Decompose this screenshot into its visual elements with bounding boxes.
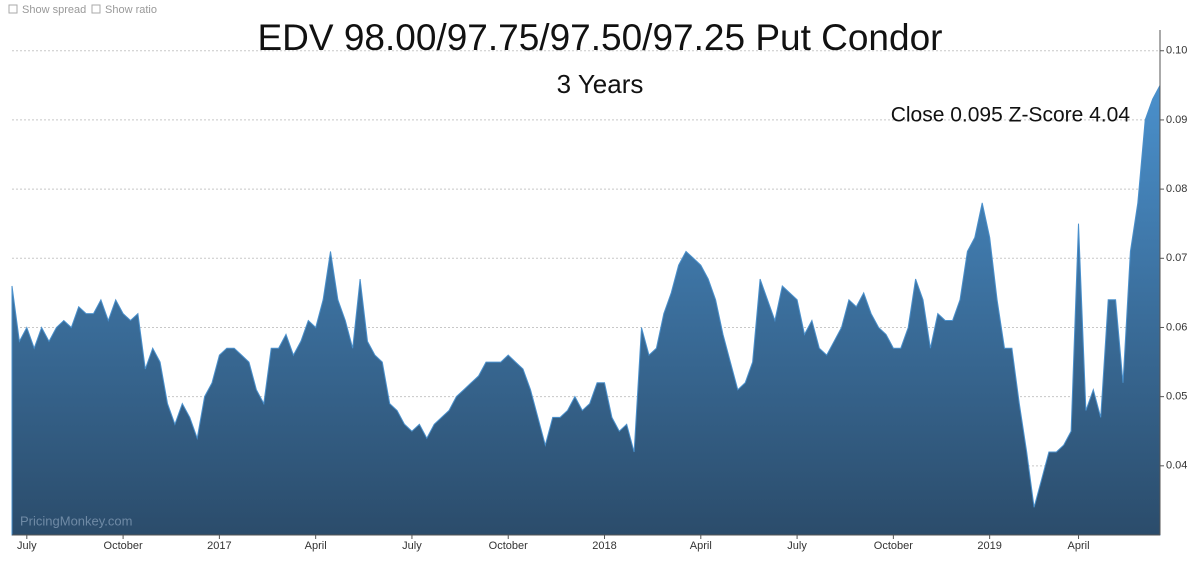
x-tick-label: July [787, 540, 807, 552]
x-tick-label: 2018 [592, 540, 616, 552]
area [11, 85, 1161, 536]
control-label[interactable]: Show ratio [105, 4, 157, 16]
y-tick-label: 0.05 [1166, 391, 1187, 403]
x-tick-label: July [17, 540, 37, 552]
chart-subtitle: 3 Years [557, 69, 644, 99]
x-tick-label: April [305, 540, 327, 552]
checkbox[interactable] [91, 4, 101, 14]
x-tick-label: October [489, 540, 528, 552]
x-tick-label: 2017 [207, 540, 231, 552]
x-tick-label: April [1068, 540, 1090, 552]
y-tick-label: 0.10 [1166, 45, 1187, 57]
x-tick-label: 2019 [977, 540, 1001, 552]
chart-title: EDV 98.00/97.75/97.50/97.25 Put Condor [257, 17, 942, 58]
x-tick-label: October [104, 540, 143, 552]
control-label[interactable]: Show spread [22, 4, 86, 16]
annotation: Close 0.095 Z-Score 4.04 [891, 104, 1131, 127]
y-tick-label: 0.09 [1166, 114, 1187, 126]
y-tick-label: 0.06 [1166, 321, 1187, 333]
y-tick-label: 0.04 [1166, 460, 1187, 472]
y-tick-label: 0.07 [1166, 252, 1187, 264]
x-tick-label: October [874, 540, 913, 552]
x-tick-label: July [402, 540, 422, 552]
checkbox[interactable] [8, 4, 18, 14]
x-tick-label: April [690, 540, 712, 552]
y-tick-label: 0.08 [1166, 183, 1187, 195]
watermark: PricingMonkey.com [20, 513, 132, 528]
